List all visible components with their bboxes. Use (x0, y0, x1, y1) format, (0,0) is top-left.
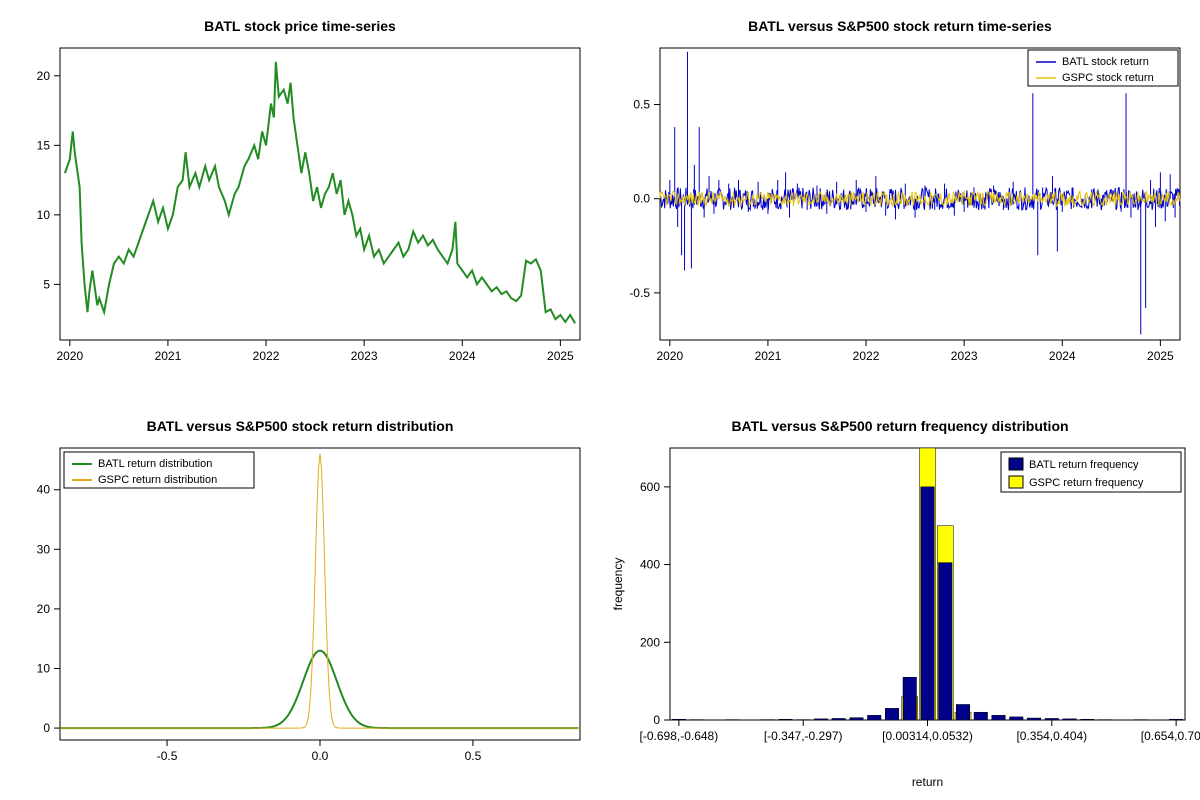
svg-text:5: 5 (43, 277, 50, 291)
svg-text:2024: 2024 (1049, 349, 1076, 363)
svg-text:GSPC stock return: GSPC stock return (1062, 72, 1154, 84)
panel2-title: BATL versus S&P500 stock return time-ser… (600, 18, 1200, 34)
svg-text:0: 0 (653, 713, 660, 727)
panel1-title: BATL stock price time-series (0, 18, 600, 34)
svg-text:-0.5: -0.5 (629, 286, 650, 300)
svg-text:2021: 2021 (755, 349, 782, 363)
svg-text:2022: 2022 (253, 349, 280, 363)
svg-text:2025: 2025 (1147, 349, 1174, 363)
panel3-title: BATL versus S&P500 stock return distribu… (0, 418, 600, 434)
panel-return-timeseries: BATL versus S&P500 stock return time-ser… (600, 0, 1200, 400)
svg-text:200: 200 (640, 635, 660, 649)
svg-text:2024: 2024 (449, 349, 476, 363)
svg-text:10: 10 (37, 208, 51, 222)
chart-grid: BATL stock price time-series 20202021202… (0, 0, 1200, 800)
panel3-svg: -0.5 0.0 0.5 0 10 20 30 40 BATL return distribut… (0, 400, 600, 800)
svg-text:0.5: 0.5 (465, 749, 482, 763)
svg-text:2020: 2020 (656, 349, 683, 363)
panel-return-distribution: BATL versus S&P500 stock return distribu… (0, 400, 600, 800)
svg-text:20: 20 (37, 602, 51, 616)
panel-return-frequency: BATL versus S&P500 return frequency dist… (600, 400, 1200, 800)
panel4-svg: 0 200 400 600 frequency return [-0.698,-0.648)… (600, 400, 1200, 800)
svg-text:[0.354,0.404): [0.354,0.404) (1016, 729, 1087, 743)
svg-text:10: 10 (37, 661, 51, 675)
svg-text:2020: 2020 (56, 349, 83, 363)
panel1-svg: 2020 2021 2022 2023 2024 2025 5 10 15 20 (0, 0, 600, 400)
svg-text:frequency: frequency (611, 558, 625, 611)
panel4-title: BATL versus S&P500 return frequency dist… (600, 418, 1200, 434)
svg-text:0.0: 0.0 (633, 192, 650, 206)
svg-text:[0.654,0.704): [0.654,0.704) (1141, 729, 1200, 743)
svg-text:0.0: 0.0 (312, 749, 329, 763)
svg-text:[-0.347,-0.297): [-0.347,-0.297) (764, 729, 843, 743)
panel-price-timeseries: BATL stock price time-series 20202021202… (0, 0, 600, 400)
svg-text:30: 30 (37, 542, 51, 556)
svg-text:2025: 2025 (547, 349, 574, 363)
svg-text:-0.5: -0.5 (157, 749, 178, 763)
svg-text:0.5: 0.5 (633, 98, 650, 112)
panel2-svg: 2020 2021 2022 2023 2024 2025 -0.5 0.0 0.5 BATL s… (600, 0, 1200, 400)
svg-text:BATL return distribution: BATL return distribution (98, 458, 212, 470)
svg-text:40: 40 (37, 483, 51, 497)
svg-text:return: return (912, 775, 943, 789)
svg-text:2023: 2023 (351, 349, 378, 363)
svg-text:2022: 2022 (853, 349, 880, 363)
svg-text:[0.00314,0.0532): [0.00314,0.0532) (882, 729, 973, 743)
svg-text:BATL return frequency: BATL return frequency (1029, 459, 1139, 471)
svg-text:0: 0 (43, 721, 50, 735)
svg-text:400: 400 (640, 558, 660, 572)
svg-text:[-0.698,-0.648): [-0.698,-0.648) (640, 729, 719, 743)
svg-text:GSPC return distribution: GSPC return distribution (98, 474, 217, 486)
svg-text:600: 600 (640, 480, 660, 494)
svg-text:2023: 2023 (951, 349, 978, 363)
svg-text:GSPC return frequency: GSPC return frequency (1029, 477, 1144, 489)
svg-text:BATL stock return: BATL stock return (1062, 56, 1149, 68)
svg-text:20: 20 (37, 69, 51, 83)
svg-text:2021: 2021 (155, 349, 182, 363)
svg-text:15: 15 (37, 138, 51, 152)
